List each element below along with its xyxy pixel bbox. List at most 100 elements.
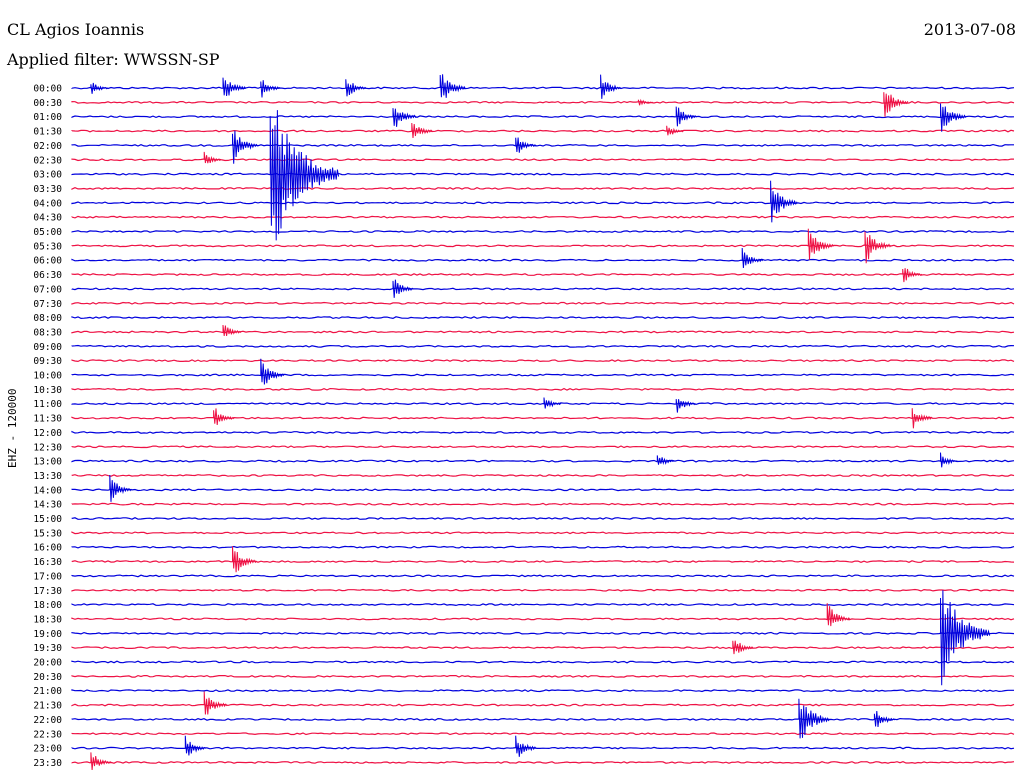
y-tick-label: 10:00 bbox=[33, 371, 62, 382]
y-tick-label: 11:30 bbox=[33, 414, 62, 425]
seismic-trace bbox=[71, 474, 1015, 477]
seismic-event bbox=[260, 80, 281, 98]
y-tick-label: 14:00 bbox=[33, 485, 62, 496]
seismic-trace bbox=[71, 330, 1015, 334]
seismic-trace bbox=[71, 445, 1015, 449]
seismic-event bbox=[213, 408, 235, 426]
seismic-event bbox=[666, 125, 684, 136]
y-tick-label: 19:30 bbox=[33, 643, 62, 654]
seismic-trace bbox=[71, 603, 1015, 607]
y-tick-label: 02:00 bbox=[33, 141, 62, 152]
y-tick-label: 16:30 bbox=[33, 557, 62, 568]
seismic-event bbox=[873, 711, 896, 727]
seismic-trace bbox=[71, 143, 1014, 147]
seismic-trace bbox=[71, 244, 1015, 248]
seismic-trace bbox=[71, 717, 1015, 721]
y-tick-label: 22:00 bbox=[33, 715, 62, 726]
seismic-event bbox=[732, 640, 754, 655]
y-tick-label: 18:30 bbox=[33, 614, 62, 625]
seismic-trace bbox=[71, 588, 1015, 592]
seismic-event bbox=[798, 698, 830, 739]
seismic-trace bbox=[71, 646, 1015, 650]
seismic-trace bbox=[71, 430, 1015, 434]
y-tick-label: 09:30 bbox=[33, 356, 62, 367]
seismic-trace bbox=[71, 115, 1015, 119]
seismic-event bbox=[543, 397, 562, 409]
seismic-trace bbox=[71, 545, 1015, 549]
seismic-trace bbox=[71, 230, 1014, 233]
seismic-trace bbox=[71, 746, 1015, 750]
seismic-trace bbox=[71, 187, 1015, 191]
y-tick-label: 13:30 bbox=[33, 471, 62, 482]
y-tick-label: 07:00 bbox=[33, 284, 62, 295]
seismic-trace bbox=[71, 172, 1015, 176]
seismic-trace bbox=[71, 86, 1015, 90]
y-tick-label: 12:00 bbox=[33, 428, 62, 439]
seismic-event bbox=[90, 82, 109, 94]
y-tick-label: 07:30 bbox=[33, 299, 62, 310]
y-tick-label: 05:30 bbox=[33, 241, 62, 252]
y-tick-label: 15:00 bbox=[33, 514, 62, 525]
y-tick-label: 03:00 bbox=[33, 170, 62, 181]
seismic-event bbox=[940, 452, 958, 468]
seismic-event bbox=[90, 752, 112, 771]
seismic-trace bbox=[71, 201, 1015, 205]
y-tick-label: 21:00 bbox=[33, 686, 62, 697]
station-title: CL Agios Ioannis bbox=[7, 20, 145, 39]
y-tick-label: 08:00 bbox=[33, 313, 62, 324]
seismic-event bbox=[940, 590, 991, 686]
y-tick-label: 23:30 bbox=[33, 758, 62, 769]
y-tick-label: 15:30 bbox=[33, 528, 62, 539]
seismic-trace bbox=[71, 359, 1015, 363]
y-tick-label: 19:00 bbox=[33, 629, 62, 640]
seismic-trace bbox=[71, 387, 1015, 391]
y-tick-label: 16:00 bbox=[33, 543, 62, 554]
y-tick-label: 02:30 bbox=[33, 155, 62, 166]
seismic-trace bbox=[71, 273, 1015, 276]
seismic-trace bbox=[71, 660, 1015, 664]
y-tick-label: 13:00 bbox=[33, 457, 62, 468]
seismic-trace bbox=[71, 617, 1015, 621]
seismic-trace bbox=[71, 402, 1015, 406]
seismic-trace bbox=[71, 100, 1015, 104]
seismic-event bbox=[203, 151, 222, 164]
seismic-trace bbox=[71, 215, 1015, 219]
y-tick-label: 05:00 bbox=[33, 227, 62, 238]
seismic-event bbox=[184, 735, 206, 756]
seismic-event bbox=[392, 279, 414, 298]
seismic-event bbox=[232, 546, 257, 573]
seismic-event bbox=[770, 180, 798, 223]
y-tick-label: 17:30 bbox=[33, 586, 62, 597]
seismic-event bbox=[515, 735, 537, 757]
seismic-event bbox=[411, 122, 433, 138]
seismic-event bbox=[515, 137, 537, 153]
seismic-event bbox=[902, 268, 923, 283]
seismic-trace bbox=[71, 674, 1015, 678]
seismic-trace bbox=[71, 316, 1015, 320]
y-tick-label: 04:00 bbox=[33, 198, 62, 209]
y-tick-label: 08:30 bbox=[33, 327, 62, 338]
seismic-event bbox=[656, 455, 675, 465]
seismic-trace bbox=[71, 732, 1015, 736]
seismic-event bbox=[222, 77, 247, 97]
seismic-trace bbox=[71, 158, 1014, 162]
seismic-event bbox=[675, 106, 697, 127]
y-tick-label: 17:00 bbox=[33, 571, 62, 582]
seismic-event bbox=[741, 247, 763, 269]
seismic-trace bbox=[71, 459, 1015, 463]
seismic-event bbox=[269, 110, 340, 241]
y-tick-label: 23:00 bbox=[33, 744, 62, 755]
seismic-trace bbox=[71, 373, 1015, 377]
seismic-trace bbox=[71, 560, 1015, 563]
y-tick-label: 01:30 bbox=[33, 127, 62, 138]
y-tick-label: 11:00 bbox=[33, 399, 62, 410]
seismic-event bbox=[637, 98, 653, 106]
y-tick-label: 03:30 bbox=[33, 184, 62, 195]
y-tick-label: 21:30 bbox=[33, 701, 62, 712]
y-tick-label: 04:30 bbox=[33, 213, 62, 224]
seismic-trace bbox=[71, 258, 1015, 262]
seismic-event bbox=[883, 92, 909, 117]
seismic-event bbox=[392, 108, 417, 127]
seismic-trace bbox=[71, 761, 1015, 764]
